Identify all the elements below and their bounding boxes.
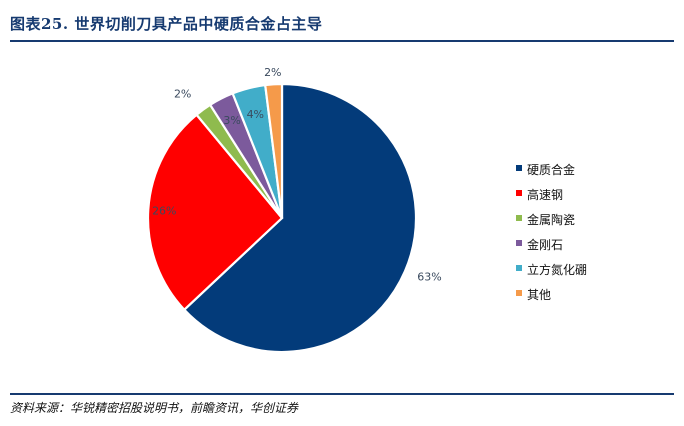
data-label-5: 4% <box>247 108 264 121</box>
legend-label-2: 高速钢 <box>527 187 563 202</box>
legend-swatch-4 <box>516 240 522 246</box>
legend-swatch-2 <box>516 190 522 196</box>
chart-title: 图表25. 世界切削刀具产品中硬质合金占主导 <box>10 15 323 33</box>
pie-slices <box>146 82 418 354</box>
data-label-3: 2% <box>174 87 191 100</box>
legend-swatch-5 <box>516 265 522 271</box>
legend-swatch-3 <box>516 215 522 221</box>
legend-label-6: 其他 <box>527 288 551 302</box>
legend-label-3: 金属陶瓷 <box>527 212 575 227</box>
legend-label-4: 金刚石 <box>527 237 563 252</box>
data-label-6: 2% <box>264 66 281 79</box>
pie-slice-2 <box>146 113 284 312</box>
pie-data-labels: 63% 26% 2% 3% 4% 2% <box>152 66 442 283</box>
legend-swatch-1 <box>516 165 522 171</box>
data-label-2: 26% <box>152 205 176 218</box>
legend-label-1: 硬质合金 <box>527 162 575 177</box>
source-note: 资料来源：华锐精密招股说明书，前瞻资讯，华创证券 <box>10 401 299 415</box>
source-rule <box>10 393 674 395</box>
legend-swatch-6 <box>516 290 522 296</box>
title-rule <box>10 40 674 42</box>
pie-slice-6 <box>263 82 284 219</box>
pie-slice-1 <box>182 82 418 354</box>
data-label-4: 3% <box>223 114 240 127</box>
legend-label-5: 立方氮化硼 <box>527 262 587 277</box>
data-label-1: 63% <box>417 271 441 284</box>
